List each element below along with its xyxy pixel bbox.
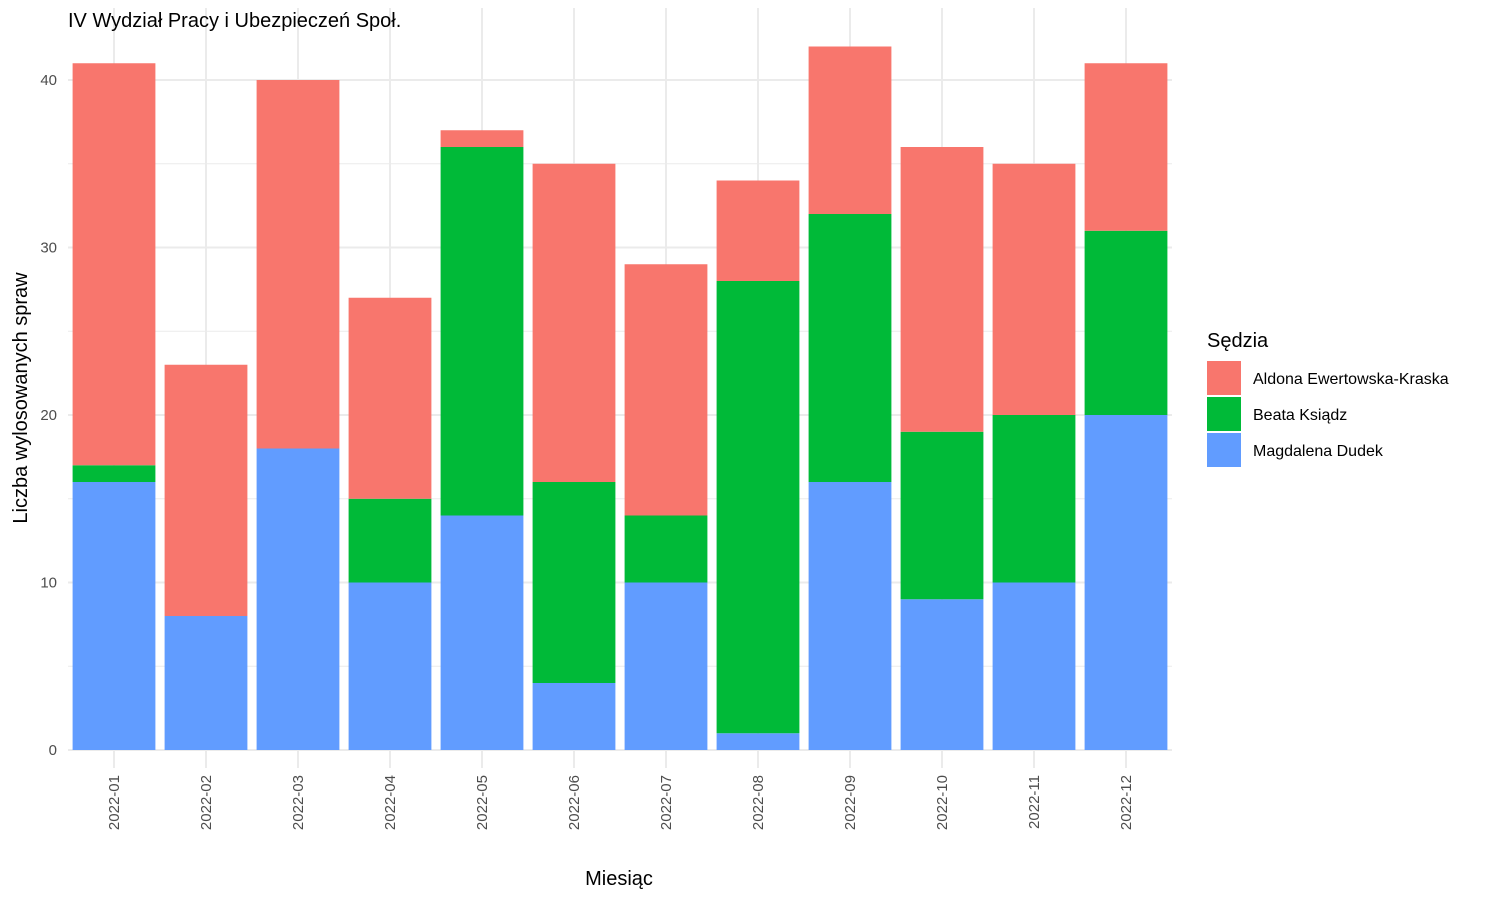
legend-label: Beata Ksiądz [1253, 407, 1347, 424]
x-axis-ticks: 2022-01 2022-02 2022-03 2022-04 2022-05 2022-… [106, 775, 1135, 830]
bar-segment: Aldona Ewertowska-Kraska 2022-07: 15 [624, 264, 708, 516]
bar-segment: Magdalena Dudek 2022-02: 8 [164, 616, 248, 750]
x-tick-label: 2022-08 [750, 775, 767, 830]
bar-segment: Beata Ksiądz 2022-12: 11 [1084, 230, 1168, 415]
bar-segment: Aldona Ewertowska-Kraska 2022-09: 10 [808, 46, 892, 214]
legend-label: Magdalena Dudek [1253, 443, 1384, 460]
x-tick-label: 2022-11 [1026, 775, 1043, 829]
bar-segment: Magdalena Dudek 2022-04: 10 [348, 582, 432, 750]
legend-key [1207, 397, 1241, 431]
x-tick-label: 2022-10 [934, 775, 951, 830]
bar-segment: Aldona Ewertowska-Kraska 2022-04: 12 [348, 297, 432, 499]
bar-segment: Beata Ksiądz 2022-10: 10 [900, 431, 984, 600]
bar-segment: Aldona Ewertowska-Kraska 2022-01: 24 [72, 63, 156, 466]
bar-segment: Magdalena Dudek 2022-07: 10 [624, 582, 708, 750]
bar-segment: Beata Ksiądz 2022-08: 27 [716, 281, 800, 734]
bar-segment: Magdalena Dudek 2022-10: 9 [900, 599, 984, 750]
chart-title: IV Wydział Pracy i Ubezpieczeń Społ. [68, 10, 401, 32]
x-tick-label: 2022-09 [842, 775, 859, 830]
y-tick-label: 0 [49, 742, 57, 759]
x-tick-label: 2022-02 [198, 775, 215, 830]
y-tick-label: 40 [40, 72, 57, 89]
y-axis-title: Liczba wylosowanych spraw [10, 272, 32, 524]
bar-segment: Magdalena Dudek 2022-11: 10 [992, 582, 1076, 750]
bar-segment: Aldona Ewertowska-Kraska 2022-11: 15 [992, 163, 1076, 415]
bar-segment: Beata Ksiądz 2022-06: 12 [532, 482, 616, 683]
x-tick-label: 2022-04 [382, 775, 399, 830]
legend-key [1207, 361, 1241, 395]
bar-segment: Aldona Ewertowska-Kraska 2022-03: 22 [256, 80, 340, 449]
bars: Magdalena Dudek 2022-01: 16Beata Ksiądz … [72, 46, 1168, 750]
legend-label: Aldona Ewertowska-Kraska [1253, 371, 1449, 388]
bar-segment: Beata Ksiądz 2022-11: 10 [992, 415, 1076, 583]
bar-segment: Magdalena Dudek 2022-08: 1 [716, 733, 800, 750]
bar-segment: Aldona Ewertowska-Kraska 2022-06: 19 [532, 163, 616, 482]
bar-segment: Aldona Ewertowska-Kraska 2022-12: 10 [1084, 63, 1168, 231]
y-tick-label: 30 [40, 240, 57, 257]
bar-segment: Beata Ksiądz 2022-05: 22 [440, 147, 524, 516]
bar-segment: Aldona Ewertowska-Kraska 2022-02: 15 [164, 364, 248, 616]
x-tick-label: 2022-06 [566, 775, 583, 830]
legend-key [1207, 433, 1241, 467]
bar-segment: Beata Ksiądz 2022-07: 4 [624, 515, 708, 583]
bar-segment: Aldona Ewertowska-Kraska 2022-10: 17 [900, 147, 984, 432]
bar-segment: Magdalena Dudek 2022-12: 20 [1084, 415, 1168, 750]
x-tick-label: 2022-05 [474, 775, 491, 830]
bar-segment: Magdalena Dudek 2022-09: 16 [808, 482, 892, 750]
y-axis-ticks: 0 10 20 30 40 [40, 72, 57, 759]
bar-segment: Aldona Ewertowska-Kraska 2022-05: 1 [440, 130, 524, 147]
x-tick-label: 2022-12 [1118, 775, 1135, 830]
legend: Sędzia Aldona Ewertowska-Kraska Beata Ksi… [1207, 330, 1449, 467]
x-axis-title: Miesiąc [585, 868, 653, 890]
bar-segment: Magdalena Dudek 2022-05: 14 [440, 515, 524, 750]
legend-title: Sędzia [1207, 330, 1269, 352]
bar-segment: Beata Ksiądz 2022-09: 16 [808, 214, 892, 482]
y-tick-label: 10 [40, 575, 57, 592]
x-tick-label: 2022-07 [658, 775, 675, 830]
bar-segment: Magdalena Dudek 2022-06: 4 [532, 683, 616, 750]
bar-segment: Magdalena Dudek 2022-03: 18 [256, 448, 340, 750]
x-tick-label: 2022-01 [106, 775, 123, 830]
bar-segment: Beata Ksiądz 2022-01: 1 [72, 465, 156, 482]
bar-segment: Magdalena Dudek 2022-01: 16 [72, 482, 156, 750]
bar-segment: Aldona Ewertowska-Kraska 2022-08: 6 [716, 180, 800, 281]
y-tick-label: 20 [40, 407, 57, 424]
x-tick-label: 2022-03 [290, 775, 307, 830]
bar-segment: Beata Ksiądz 2022-04: 5 [348, 498, 432, 583]
